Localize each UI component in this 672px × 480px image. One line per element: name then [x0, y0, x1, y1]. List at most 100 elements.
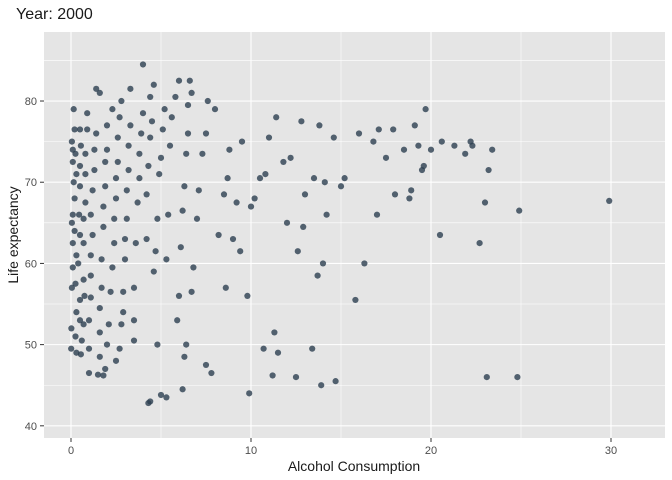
data-point [271, 329, 278, 336]
data-point [411, 122, 418, 129]
data-point [82, 171, 89, 178]
data-point [179, 207, 186, 214]
data-point [127, 122, 134, 129]
data-point [184, 101, 192, 109]
data-point [69, 211, 76, 218]
data-point [485, 166, 492, 174]
data-point [76, 162, 84, 170]
y-tick-label: 60 [25, 258, 37, 270]
data-point [215, 231, 222, 239]
data-point [157, 154, 165, 161]
data-point [87, 211, 94, 218]
data-point [489, 146, 496, 153]
y-tick-label: 40 [25, 421, 37, 433]
y-tick-label: 70 [25, 177, 37, 189]
data-point [175, 77, 183, 84]
data-point [102, 158, 109, 166]
data-point [75, 260, 82, 267]
data-point [120, 309, 127, 316]
data-point [238, 138, 246, 145]
data-point [112, 357, 120, 364]
data-point [118, 97, 125, 105]
data-point [438, 138, 445, 145]
data-point [199, 150, 206, 157]
data-point [81, 292, 88, 299]
data-point [337, 183, 345, 190]
data-point [89, 187, 96, 194]
data-point [150, 81, 157, 88]
data-point [314, 272, 321, 279]
data-point [156, 171, 163, 178]
data-point [274, 349, 282, 356]
data-point [406, 195, 413, 202]
data-point [195, 187, 202, 194]
data-point [68, 345, 75, 352]
data-point [382, 154, 390, 161]
data-point [186, 77, 193, 84]
data-point [161, 106, 168, 113]
data-point [211, 106, 219, 113]
data-point [80, 321, 87, 328]
data-point [260, 345, 267, 352]
data-point [408, 187, 415, 194]
data-point [114, 134, 121, 141]
data-point [373, 211, 381, 218]
data-point [229, 235, 237, 243]
data-point [116, 345, 123, 352]
data-point [71, 195, 78, 202]
data-point [159, 126, 166, 133]
data-point [85, 317, 93, 324]
data-point [220, 191, 228, 198]
x-axis-ticks: 0 10 20 30 [68, 438, 617, 457]
data-point [147, 93, 154, 101]
data-point [247, 203, 255, 210]
y-axis-ticks: 40 50 60 70 80 [25, 96, 44, 433]
data-point [98, 256, 105, 263]
y-tick-label: 50 [25, 340, 37, 352]
data-point [116, 114, 123, 121]
data-point [165, 211, 172, 218]
data-point [323, 211, 330, 218]
plot-panel [44, 32, 665, 438]
data-point [298, 118, 305, 125]
data-point [606, 197, 613, 204]
data-point [251, 195, 258, 202]
data-point [100, 372, 107, 379]
data-point [273, 114, 280, 121]
data-point [68, 219, 75, 226]
data-point [136, 175, 143, 182]
data-point [204, 97, 211, 105]
data-point [105, 321, 112, 328]
data-point [183, 341, 190, 348]
data-point [179, 386, 186, 393]
data-point [166, 142, 174, 149]
data-point [82, 150, 89, 157]
data-point [96, 89, 103, 96]
data-point [316, 122, 323, 129]
data-point [125, 142, 132, 149]
data-point [370, 138, 377, 145]
data-point [163, 394, 170, 401]
data-point [202, 361, 210, 369]
data-point [188, 89, 195, 96]
data-point [233, 199, 240, 206]
data-point [157, 391, 165, 399]
data-point [109, 106, 116, 113]
data-point [96, 353, 103, 360]
data-point [138, 130, 145, 137]
data-point [139, 61, 147, 68]
data-point [103, 146, 111, 153]
data-point [112, 175, 120, 182]
data-point [94, 371, 102, 378]
data-point [283, 219, 291, 226]
data-point [309, 345, 316, 352]
data-point [85, 369, 93, 377]
data-point [132, 240, 139, 247]
data-point [168, 114, 175, 121]
data-point [85, 345, 93, 352]
minor-grid [44, 32, 665, 438]
data-point [147, 398, 154, 405]
data-point [462, 150, 469, 157]
data-point [76, 183, 84, 190]
